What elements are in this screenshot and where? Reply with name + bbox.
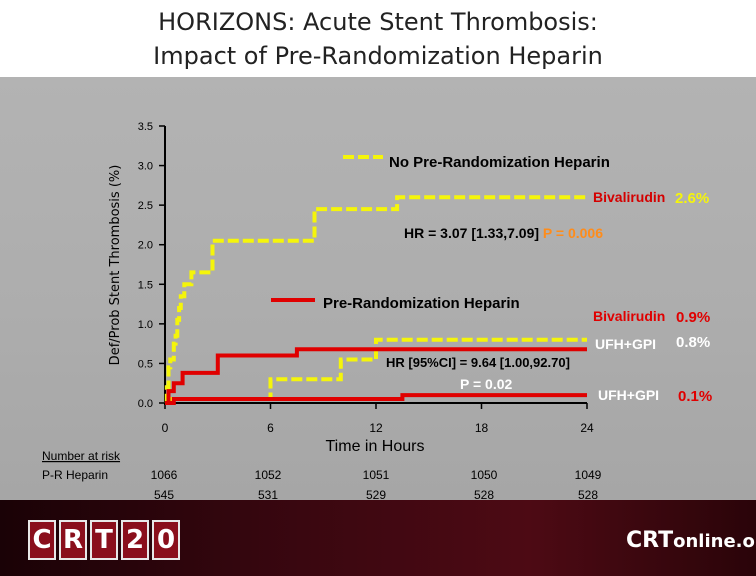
risk-cell: 528: [474, 488, 494, 502]
risk-cell: 531: [258, 488, 278, 502]
risk-cell: 1049: [575, 468, 602, 482]
series-line-3: [165, 347, 587, 405]
y-axis-label: Def/Prob Stent Thrombosis (%): [108, 165, 123, 366]
y-tick-label: 2.5: [138, 200, 153, 212]
y-tick-label: 3.5: [138, 121, 153, 133]
series-value-label-1: 2.6%: [675, 190, 709, 207]
risk-table-heading: Number at risk: [42, 449, 121, 463]
x-tick-label: 12: [369, 421, 383, 435]
series-name-label-1: Bivalirudin: [593, 189, 665, 205]
series-name-label-4: UFH+GPI: [598, 387, 659, 403]
series-value-label-4: 0.1%: [678, 388, 712, 405]
p-value-no-heparin: P = 0.006: [543, 225, 603, 241]
y-tick-label: 0.5: [138, 358, 153, 370]
risk-cell: 528: [578, 488, 598, 502]
risk-cell: 529: [366, 488, 386, 502]
risk-row-label: P-R Heparin: [42, 468, 108, 482]
title-line-1: HORIZONS: Acute Stent Thrombosis:: [158, 8, 598, 36]
chart-panel: [0, 77, 756, 500]
p-value-heparin: P = 0.02: [460, 376, 513, 392]
legend-label-heparin: Pre-Randomization Heparin: [323, 295, 520, 312]
legend-label-no-heparin: No Pre-Randomization Heparin: [389, 154, 610, 171]
x-tick-label: 0: [162, 421, 169, 435]
series-name-label-3: Bivalirudin: [593, 308, 665, 324]
risk-cell: 1050: [471, 468, 498, 482]
title-line-2: Impact of Pre-Randomization Heparin: [153, 42, 603, 70]
series-line-1: [164, 195, 587, 405]
risk-cell: 1066: [151, 468, 178, 482]
y-tick-label: 0.0: [138, 398, 153, 410]
x-axis-label: Time in Hours: [326, 438, 425, 455]
crtonline-logo: CRTonline.org: [626, 528, 756, 553]
x-tick-label: 6: [267, 421, 274, 435]
series-value-label-3: 0.9%: [676, 309, 710, 326]
hr-heparin: HR [95%CI] = 9.64 [1.00,92.70]: [386, 355, 570, 370]
series-name-label-2: UFH+GPI: [595, 336, 656, 352]
x-tick-label: 18: [475, 421, 489, 435]
series-line-4: [165, 393, 587, 405]
risk-cell: 545: [154, 488, 174, 502]
y-tick-label: 2.0: [138, 240, 153, 252]
risk-cell: 1052: [255, 468, 282, 482]
x-tick-label: 24: [580, 421, 594, 435]
hr-no-heparin: HR = 3.07 [1.33,7.09] P = 0.006: [404, 225, 603, 241]
y-tick-label: 3.0: [138, 161, 153, 173]
y-tick-label: 1.5: [138, 279, 153, 291]
risk-cell: 1051: [363, 468, 390, 482]
y-tick-label: 1.0: [138, 319, 153, 331]
series-value-label-2: 0.8%: [676, 334, 710, 351]
